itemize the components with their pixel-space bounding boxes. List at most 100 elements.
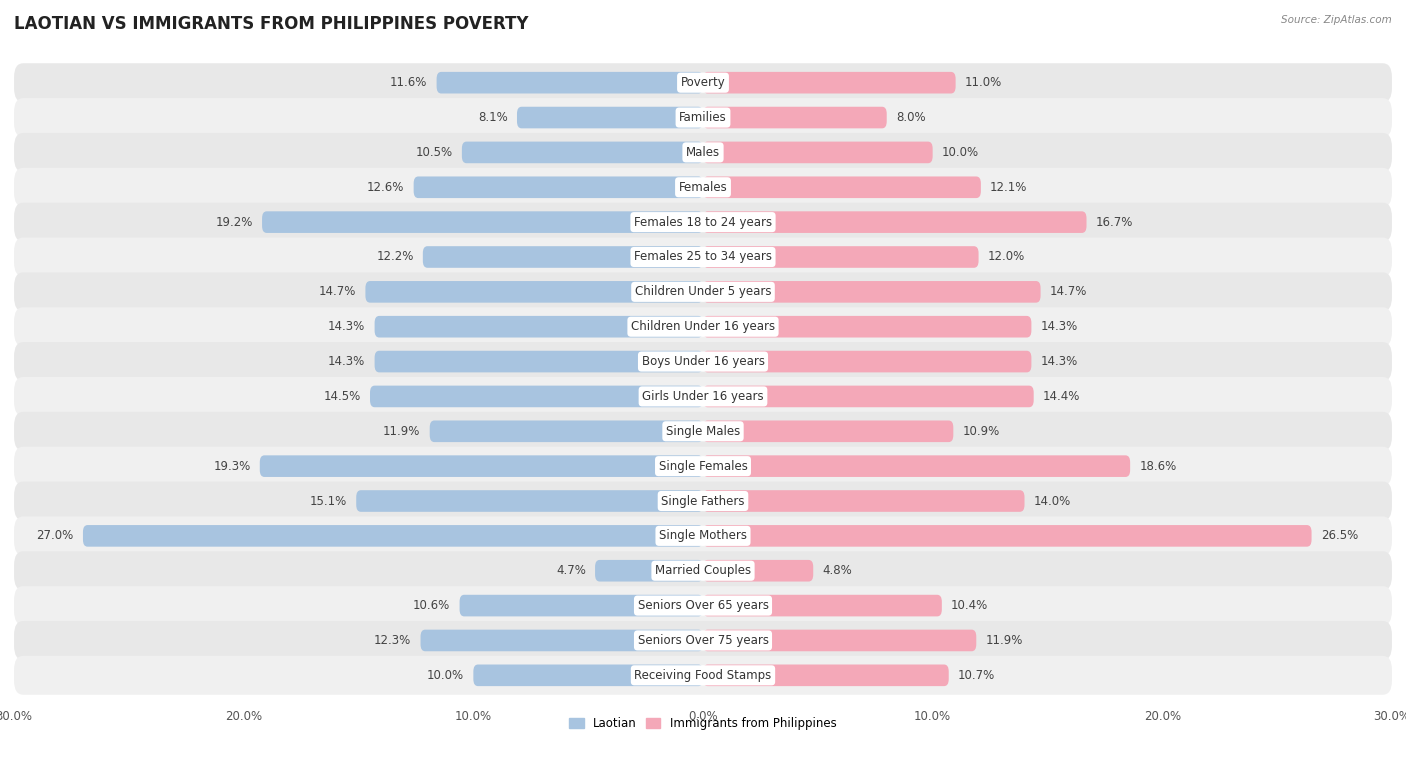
- FancyBboxPatch shape: [703, 351, 1032, 372]
- Text: 4.8%: 4.8%: [823, 564, 852, 578]
- Text: Single Males: Single Males: [666, 424, 740, 438]
- Text: 14.3%: 14.3%: [328, 320, 366, 334]
- FancyBboxPatch shape: [703, 211, 1087, 233]
- FancyBboxPatch shape: [703, 107, 887, 128]
- Text: 26.5%: 26.5%: [1320, 529, 1358, 543]
- Text: 12.6%: 12.6%: [367, 180, 405, 194]
- Text: 11.6%: 11.6%: [389, 77, 427, 89]
- Text: 12.3%: 12.3%: [374, 634, 412, 647]
- FancyBboxPatch shape: [703, 456, 1130, 477]
- FancyBboxPatch shape: [461, 142, 703, 163]
- FancyBboxPatch shape: [14, 656, 1392, 695]
- Text: Married Couples: Married Couples: [655, 564, 751, 578]
- Text: 14.0%: 14.0%: [1033, 494, 1071, 508]
- FancyBboxPatch shape: [14, 621, 1392, 660]
- FancyBboxPatch shape: [474, 665, 703, 686]
- FancyBboxPatch shape: [703, 421, 953, 442]
- FancyBboxPatch shape: [14, 342, 1392, 381]
- Text: 27.0%: 27.0%: [37, 529, 73, 543]
- Text: Seniors Over 75 years: Seniors Over 75 years: [637, 634, 769, 647]
- Text: Single Fathers: Single Fathers: [661, 494, 745, 508]
- FancyBboxPatch shape: [14, 377, 1392, 416]
- Text: Females: Females: [679, 180, 727, 194]
- FancyBboxPatch shape: [703, 177, 981, 198]
- Text: 4.7%: 4.7%: [555, 564, 586, 578]
- Text: Poverty: Poverty: [681, 77, 725, 89]
- Text: Girls Under 16 years: Girls Under 16 years: [643, 390, 763, 403]
- Text: Single Females: Single Females: [658, 459, 748, 473]
- FancyBboxPatch shape: [703, 386, 1033, 407]
- Text: 12.2%: 12.2%: [377, 250, 413, 264]
- Text: 10.0%: 10.0%: [942, 146, 979, 159]
- Text: LAOTIAN VS IMMIGRANTS FROM PHILIPPINES POVERTY: LAOTIAN VS IMMIGRANTS FROM PHILIPPINES P…: [14, 15, 529, 33]
- FancyBboxPatch shape: [370, 386, 703, 407]
- Text: Females 18 to 24 years: Females 18 to 24 years: [634, 215, 772, 229]
- FancyBboxPatch shape: [703, 665, 949, 686]
- Text: Children Under 16 years: Children Under 16 years: [631, 320, 775, 334]
- Text: 11.9%: 11.9%: [986, 634, 1022, 647]
- Text: 14.3%: 14.3%: [1040, 355, 1078, 368]
- FancyBboxPatch shape: [366, 281, 703, 302]
- FancyBboxPatch shape: [430, 421, 703, 442]
- FancyBboxPatch shape: [703, 142, 932, 163]
- Text: Boys Under 16 years: Boys Under 16 years: [641, 355, 765, 368]
- FancyBboxPatch shape: [14, 516, 1392, 556]
- Text: 18.6%: 18.6%: [1139, 459, 1177, 473]
- FancyBboxPatch shape: [14, 307, 1392, 346]
- FancyBboxPatch shape: [703, 316, 1032, 337]
- FancyBboxPatch shape: [14, 98, 1392, 137]
- Text: 12.0%: 12.0%: [988, 250, 1025, 264]
- Text: 16.7%: 16.7%: [1095, 215, 1133, 229]
- FancyBboxPatch shape: [14, 446, 1392, 486]
- FancyBboxPatch shape: [14, 551, 1392, 590]
- FancyBboxPatch shape: [14, 412, 1392, 451]
- FancyBboxPatch shape: [703, 595, 942, 616]
- Text: Receiving Food Stamps: Receiving Food Stamps: [634, 669, 772, 681]
- Text: 14.7%: 14.7%: [1050, 285, 1087, 299]
- Text: 10.0%: 10.0%: [427, 669, 464, 681]
- FancyBboxPatch shape: [423, 246, 703, 268]
- Text: Males: Males: [686, 146, 720, 159]
- Text: Females 25 to 34 years: Females 25 to 34 years: [634, 250, 772, 264]
- Text: 11.0%: 11.0%: [965, 77, 1002, 89]
- FancyBboxPatch shape: [83, 525, 703, 547]
- Text: 11.9%: 11.9%: [384, 424, 420, 438]
- Text: 10.9%: 10.9%: [963, 424, 1000, 438]
- Text: 12.1%: 12.1%: [990, 180, 1028, 194]
- FancyBboxPatch shape: [14, 202, 1392, 242]
- FancyBboxPatch shape: [262, 211, 703, 233]
- Text: 14.4%: 14.4%: [1043, 390, 1080, 403]
- FancyBboxPatch shape: [14, 168, 1392, 207]
- FancyBboxPatch shape: [356, 490, 703, 512]
- FancyBboxPatch shape: [14, 586, 1392, 625]
- FancyBboxPatch shape: [420, 630, 703, 651]
- FancyBboxPatch shape: [595, 560, 703, 581]
- Legend: Laotian, Immigrants from Philippines: Laotian, Immigrants from Philippines: [565, 713, 841, 735]
- FancyBboxPatch shape: [460, 595, 703, 616]
- Text: 19.2%: 19.2%: [215, 215, 253, 229]
- FancyBboxPatch shape: [517, 107, 703, 128]
- FancyBboxPatch shape: [14, 272, 1392, 312]
- Text: Single Mothers: Single Mothers: [659, 529, 747, 543]
- FancyBboxPatch shape: [703, 490, 1025, 512]
- FancyBboxPatch shape: [14, 481, 1392, 521]
- FancyBboxPatch shape: [703, 630, 976, 651]
- Text: 14.3%: 14.3%: [328, 355, 366, 368]
- FancyBboxPatch shape: [260, 456, 703, 477]
- FancyBboxPatch shape: [437, 72, 703, 93]
- Text: 10.7%: 10.7%: [957, 669, 995, 681]
- FancyBboxPatch shape: [703, 281, 1040, 302]
- FancyBboxPatch shape: [703, 72, 956, 93]
- FancyBboxPatch shape: [14, 237, 1392, 277]
- Text: Children Under 5 years: Children Under 5 years: [634, 285, 772, 299]
- Text: 14.7%: 14.7%: [319, 285, 356, 299]
- FancyBboxPatch shape: [703, 246, 979, 268]
- FancyBboxPatch shape: [374, 316, 703, 337]
- Text: Families: Families: [679, 111, 727, 124]
- Text: 10.5%: 10.5%: [416, 146, 453, 159]
- FancyBboxPatch shape: [703, 560, 813, 581]
- Text: 8.1%: 8.1%: [478, 111, 508, 124]
- Text: 10.4%: 10.4%: [950, 599, 988, 612]
- Text: 15.1%: 15.1%: [309, 494, 347, 508]
- Text: 19.3%: 19.3%: [214, 459, 250, 473]
